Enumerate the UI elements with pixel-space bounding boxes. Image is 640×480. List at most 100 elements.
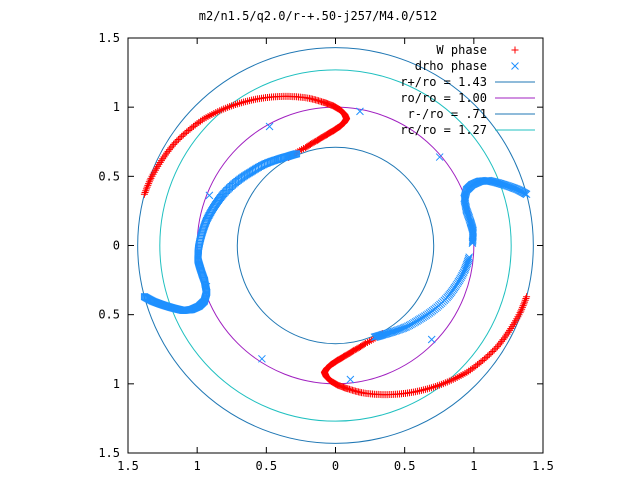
legend-label: r-/ro = .71	[408, 107, 487, 121]
data-point	[303, 143, 311, 151]
data-point	[465, 367, 473, 375]
data-point	[395, 325, 404, 334]
data-point	[480, 355, 488, 363]
data-point	[370, 333, 379, 342]
data-point	[164, 147, 172, 155]
data-point	[465, 253, 474, 262]
y-tick-label: 1	[113, 100, 120, 114]
legend-label: W phase	[436, 43, 487, 57]
x-tick-label: 1.5	[117, 459, 139, 473]
data-point	[173, 137, 181, 145]
data-point	[171, 139, 179, 147]
legend-swatch	[511, 46, 519, 54]
y-tick-label: 0.5	[98, 308, 120, 322]
y-tick-label: 0.5	[98, 169, 120, 183]
data-point	[360, 340, 368, 348]
data-point	[145, 180, 153, 188]
x-tick-label: 0	[332, 459, 339, 473]
x-tick-label: 1	[470, 459, 477, 473]
data-point	[195, 118, 203, 126]
data-point	[466, 366, 474, 374]
data-point	[521, 296, 529, 304]
phase-points	[140, 92, 531, 399]
data-point	[521, 298, 529, 306]
data-point	[198, 116, 206, 124]
data-point	[179, 131, 187, 139]
data-point	[143, 183, 151, 191]
reference-circle	[236, 146, 435, 345]
data-point	[502, 332, 510, 340]
data-point	[493, 343, 501, 351]
data-point	[472, 362, 480, 370]
data-point	[168, 142, 176, 150]
legend: W phase drho phase r+/ro = 1.43 ro/ro = 1.0…	[400, 43, 535, 137]
reference-circle	[196, 106, 475, 385]
data-point	[435, 153, 444, 161]
data-point	[517, 307, 525, 315]
data-point	[499, 336, 507, 344]
data-point	[181, 129, 189, 137]
data-point	[193, 120, 201, 128]
data-point	[141, 188, 149, 196]
data-point	[484, 352, 492, 360]
data-point	[523, 293, 531, 301]
data-point	[492, 344, 500, 352]
data-point	[191, 121, 199, 129]
data-point	[487, 349, 495, 357]
data-point	[174, 136, 182, 144]
data-point	[470, 363, 478, 371]
y-tick-label: 1	[113, 377, 120, 391]
chart-title: m2/n1.5/q2.0/r-+.50-j257/M4.0/512	[199, 9, 437, 23]
data-point	[293, 150, 301, 158]
data-point	[178, 132, 186, 140]
x-tick-label: 1.5	[532, 459, 554, 473]
legend-label: rc/ro = 1.27	[400, 123, 487, 137]
y-tick-label: 1.5	[98, 31, 120, 45]
data-point	[498, 337, 506, 345]
data-point	[489, 347, 497, 355]
data-point	[518, 305, 526, 313]
data-point	[163, 149, 171, 157]
x-tick-label: 0.5	[255, 459, 277, 473]
y-tick-label: 0	[113, 239, 120, 253]
data-point	[170, 140, 178, 148]
y-tick-label: 1.5	[98, 446, 120, 460]
data-point	[473, 361, 481, 369]
data-point	[396, 325, 405, 334]
data-point	[258, 354, 266, 363]
legend-label: ro/ro = 1.00	[400, 91, 487, 105]
data-point	[145, 178, 153, 186]
data-point	[468, 237, 477, 246]
data-point	[468, 239, 477, 247]
data-point	[356, 107, 364, 116]
legend-label: drho phase	[415, 59, 487, 73]
data-point	[496, 339, 504, 347]
data-point	[399, 324, 408, 332]
data-point	[519, 302, 527, 310]
data-point	[142, 187, 150, 195]
data-point	[495, 341, 503, 349]
reference-circle	[159, 69, 512, 422]
data-point	[393, 326, 402, 335]
data-point	[427, 335, 436, 344]
data-point	[167, 144, 175, 152]
data-point	[190, 122, 198, 130]
data-point	[468, 365, 476, 373]
data-point	[205, 191, 214, 200]
data-point	[518, 303, 526, 311]
data-point	[522, 295, 530, 303]
data-point	[140, 190, 148, 198]
data-point	[165, 146, 173, 154]
data-point	[485, 351, 493, 359]
data-point	[265, 122, 274, 131]
reference-circle	[137, 47, 534, 444]
data-point	[482, 354, 490, 362]
data-point	[183, 128, 191, 136]
data-point	[346, 375, 355, 384]
data-point	[176, 134, 184, 142]
data-point	[142, 185, 150, 193]
x-tick-label: 1	[194, 459, 201, 473]
data-point	[144, 181, 152, 189]
legend-swatch	[511, 62, 519, 70]
